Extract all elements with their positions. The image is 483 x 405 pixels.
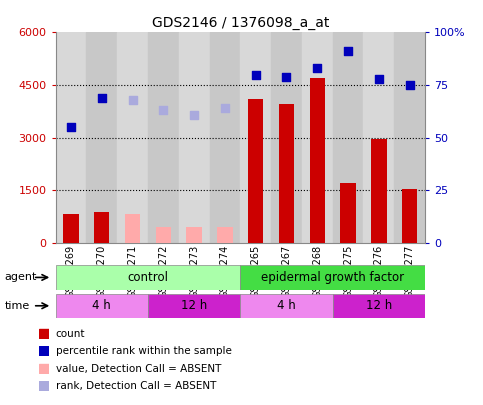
Point: [190, 111, 198, 118]
FancyBboxPatch shape: [148, 294, 241, 318]
Bar: [364, 32, 394, 243]
FancyBboxPatch shape: [56, 294, 148, 318]
Point: [283, 73, 290, 80]
Point: [406, 82, 413, 88]
FancyBboxPatch shape: [333, 294, 425, 318]
Text: percentile rank within the sample: percentile rank within the sample: [56, 346, 231, 356]
Text: 4 h: 4 h: [92, 299, 111, 312]
Point: [67, 124, 75, 130]
Bar: [394, 32, 425, 243]
Point: [98, 94, 106, 101]
Bar: [371, 139, 386, 243]
Bar: [186, 227, 202, 243]
Point: [159, 107, 167, 113]
Bar: [240, 32, 271, 243]
Text: 4 h: 4 h: [277, 299, 296, 312]
Bar: [94, 213, 110, 243]
Text: 12 h: 12 h: [181, 299, 207, 312]
Bar: [217, 227, 233, 243]
Point: [375, 75, 383, 82]
Bar: [402, 189, 417, 243]
Point: [344, 48, 352, 55]
Bar: [310, 78, 325, 243]
Point: [313, 65, 321, 71]
Bar: [248, 99, 263, 243]
Bar: [86, 32, 117, 243]
Bar: [125, 213, 140, 243]
Bar: [63, 214, 79, 243]
Title: GDS2146 / 1376098_a_at: GDS2146 / 1376098_a_at: [152, 16, 329, 30]
Bar: [210, 32, 240, 243]
Bar: [341, 183, 356, 243]
Point: [221, 105, 229, 111]
Text: time: time: [5, 301, 30, 311]
Text: count: count: [56, 329, 85, 339]
Text: epidermal growth factor: epidermal growth factor: [261, 271, 404, 284]
Bar: [333, 32, 364, 243]
Text: rank, Detection Call = ABSENT: rank, Detection Call = ABSENT: [56, 381, 216, 391]
Text: agent: agent: [5, 273, 37, 282]
FancyBboxPatch shape: [241, 265, 425, 290]
Text: value, Detection Call = ABSENT: value, Detection Call = ABSENT: [56, 364, 221, 373]
Bar: [279, 104, 294, 243]
Bar: [156, 226, 171, 243]
FancyBboxPatch shape: [56, 265, 241, 290]
Bar: [56, 32, 86, 243]
Text: control: control: [128, 271, 169, 284]
Bar: [271, 32, 302, 243]
Point: [252, 71, 259, 78]
Text: 12 h: 12 h: [366, 299, 392, 312]
FancyBboxPatch shape: [241, 294, 333, 318]
Bar: [179, 32, 210, 243]
Bar: [302, 32, 333, 243]
Point: [128, 96, 136, 103]
Bar: [117, 32, 148, 243]
Bar: [148, 32, 179, 243]
